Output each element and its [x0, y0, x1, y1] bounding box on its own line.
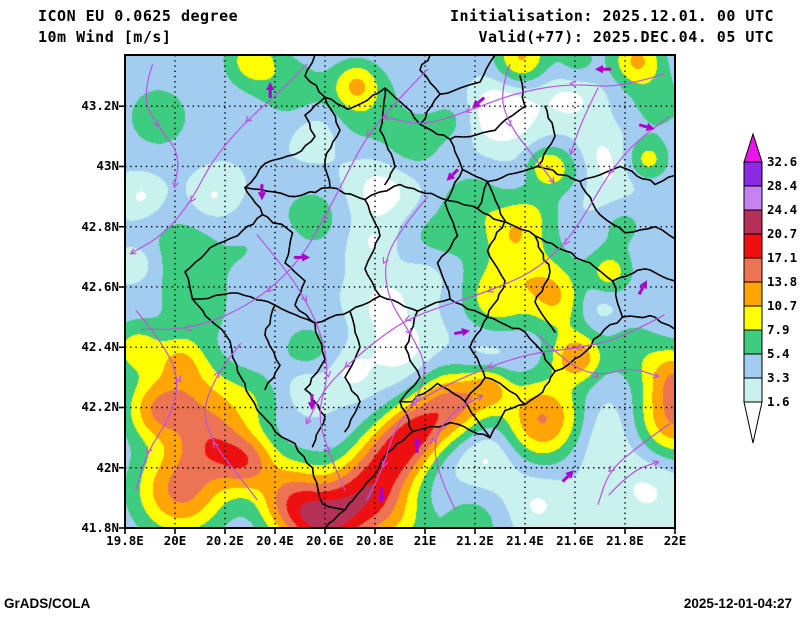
lon-tick-label: 20.2E: [206, 533, 244, 548]
lon-tick-label: 20.4E: [256, 533, 294, 548]
lat-tick-label: 41.8N: [81, 520, 119, 535]
colorbar-tick-label: 5.4: [767, 346, 790, 361]
lon-tick-label: 20E: [163, 533, 187, 548]
lon-tick-label: 20.8E: [356, 533, 394, 548]
lon-tick-label: 21E: [413, 533, 437, 548]
colorbar-tick-label: 7.9: [767, 322, 790, 337]
generation-timestamp: 2025-12-01-04:27: [683, 596, 792, 611]
valid-time: Valid(+77): 2025.DEC.04. 05 UTC: [478, 28, 774, 46]
initialisation-time: Initialisation: 2025.12.01. 00 UTC: [449, 7, 774, 25]
lon-tick-label: 21.6E: [556, 533, 594, 548]
lon-tick-label: 20.6E: [306, 533, 344, 548]
lon-tick-label: 22E: [663, 533, 687, 548]
lat-tick-label: 43N: [96, 158, 119, 174]
lat-tick-label: 42.2N: [81, 399, 119, 415]
lon-tick-label: 21.8E: [606, 533, 644, 548]
lat-tick-label: 42.6N: [81, 278, 119, 294]
model-title: ICON EU 0.0625 degree: [38, 7, 239, 25]
colorbar-tick-label: 20.7: [767, 226, 798, 241]
lat-tick-label: 43.2N: [81, 98, 119, 114]
lon-tick-label: 19.8E: [106, 533, 144, 548]
colorbar-tick-label: 17.1: [767, 250, 798, 265]
title-block: ICON EU 0.0625 degree 10m Wind [m/s]: [38, 6, 238, 48]
colorbar-tick-label: 32.6: [767, 154, 798, 169]
wind-speed-field-canvas: [125, 55, 675, 528]
lat-tick-label: 42N: [96, 459, 119, 475]
lon-tick-label: 21.2E: [456, 533, 494, 548]
grads-credit: GrADS/COLA: [4, 596, 91, 611]
colorbar-tick-label: 10.7: [767, 298, 798, 313]
lon-tick-label: 21.4E: [506, 533, 544, 548]
lat-tick-label: 42.4N: [81, 339, 119, 355]
time-block: Initialisation: 2025.12.01. 00 UTC Valid…: [450, 6, 774, 48]
lat-tick-label: 42.8N: [81, 218, 119, 234]
colorbar-tick-label: 24.4: [767, 202, 798, 217]
colorbar-tick-label: 13.8: [767, 274, 798, 289]
colorbar-tick-label: 1.6: [767, 394, 790, 409]
colorbar-tick-label: 28.4: [767, 178, 798, 193]
variable-title: 10m Wind [m/s]: [38, 28, 172, 46]
colorbar-tick-label: 3.3: [767, 370, 790, 385]
